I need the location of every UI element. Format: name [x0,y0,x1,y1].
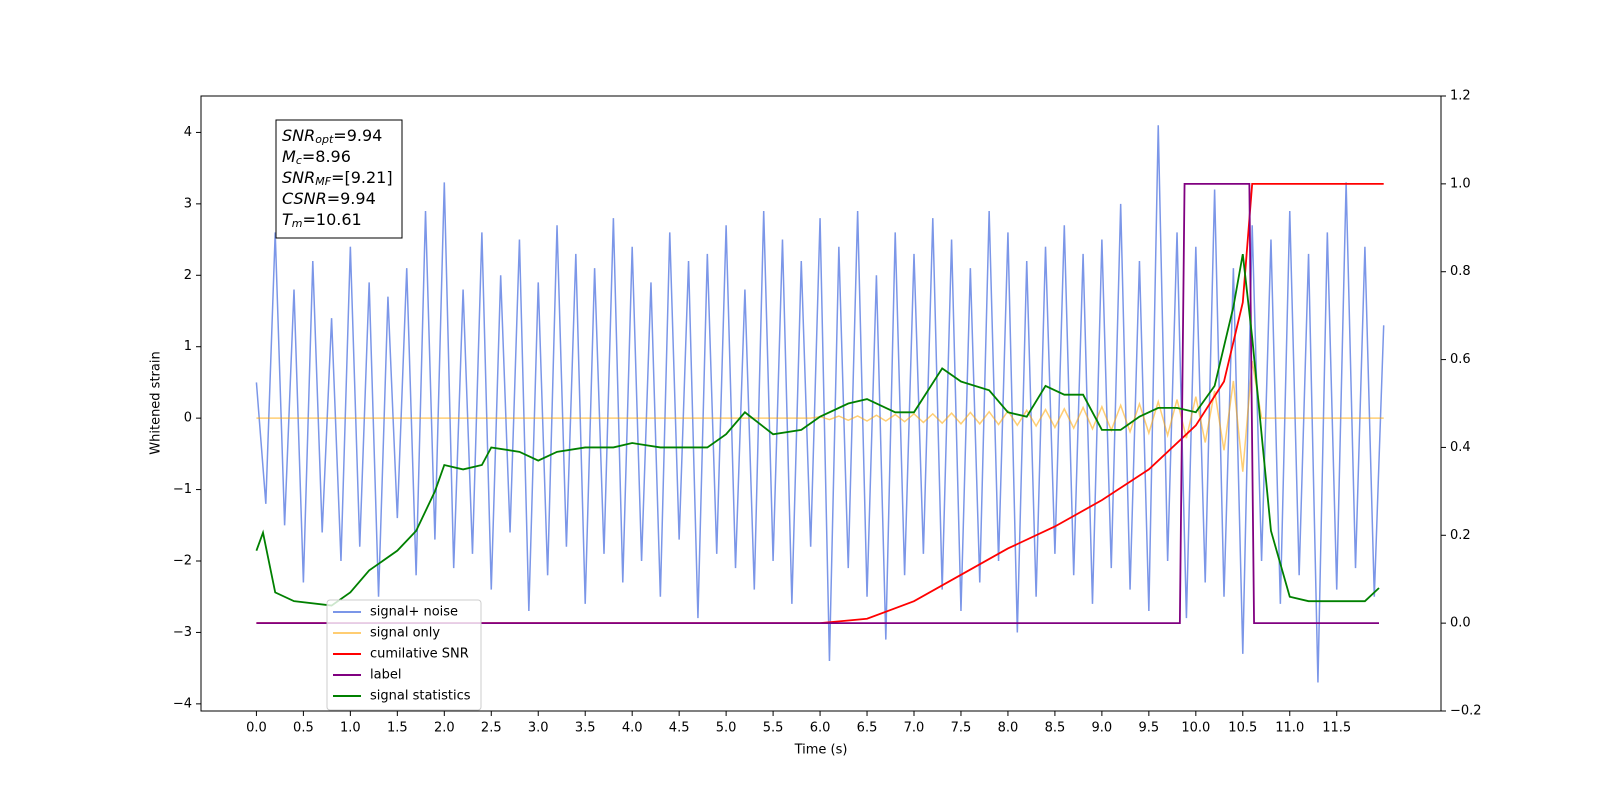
annotation-subscript: MF [315,175,331,188]
annotation: SNRopt=9.94 [282,126,382,147]
x-tick-label: 3.0 [528,721,549,736]
x-tick-label: 9.0 [1092,721,1113,736]
annotation-subscript: c [296,154,302,167]
y2-tick-label: 0.8 [1450,264,1471,279]
x-tick-label: 7.0 [904,721,925,736]
y-tick-label: 1 [184,339,192,354]
x-tick-label: 2.0 [434,721,455,736]
y2-tick-label: 0.4 [1450,440,1471,455]
y2-tick-label: −0.2 [1450,704,1482,719]
annotation-symbol: CSNR [282,189,327,208]
x-tick-label: 1.5 [387,721,408,736]
x-tick-label: 0.0 [246,721,267,736]
legend-label: signal only [370,626,440,641]
x-tick-label: 11.0 [1275,721,1304,736]
annotation: SNRMF=[9.21] [282,168,393,189]
annotation-symbol: T [282,210,293,229]
x-tick-label: 10.0 [1181,721,1210,736]
x-tick-label: 9.5 [1139,721,1160,736]
x-tick-label: 1.0 [340,721,361,736]
x-tick-label: 2.5 [481,721,502,736]
series-line [256,182,1379,625]
x-tick-label: 3.5 [575,721,596,736]
y-tick-label: 0 [184,411,192,426]
annotation-text: =[9.21] [331,168,393,187]
x-tick-label: 8.5 [1045,721,1066,736]
x-tick-label: 8.0 [998,721,1019,736]
x-axis-label: Time (s) [794,743,848,758]
x-tick-label: 4.0 [622,721,643,736]
annotation-text: =8.96 [302,147,351,166]
annotation-text: =9.94 [333,126,382,145]
legend-label: signal statistics [370,689,471,704]
legend-label: cumilative SNR [370,647,469,662]
annotation-text: =9.94 [327,189,376,208]
series-line [255,125,1385,683]
plot-frame [200,95,1442,712]
x-tick-label: 6.5 [857,721,878,736]
annotation: Mc=8.96 [282,147,351,168]
x-tick-label: 4.5 [669,721,690,736]
annotation-symbol: SNR [282,126,315,145]
x-tick-label: 11.5 [1322,721,1351,736]
y-tick-label: −1 [173,482,192,497]
annotation: CSNR=9.94 [282,189,376,208]
y-tick-label: 3 [184,196,192,211]
y2-tick-label: 0.6 [1450,352,1471,367]
annotation-symbol: SNR [282,168,315,187]
series-line [256,182,1384,625]
annotation-subscript: m [292,217,303,230]
annotation-symbol: M [282,147,296,166]
y2-tick-label: 0.2 [1450,528,1471,543]
legend-label: signal+ noise [370,605,458,620]
x-tick-label: 7.5 [951,721,972,736]
y-tick-label: 2 [184,268,192,283]
y-tick-label: −2 [173,554,192,569]
x-tick-label: 0.5 [293,721,314,736]
x-tick-label: 6.0 [810,721,831,736]
legend-box [326,599,482,711]
annotation-subscript: opt [315,133,334,146]
x-tick-label: 10.5 [1228,721,1257,736]
y-tick-label: −3 [173,625,192,640]
series-line [255,253,1380,607]
y2-tick-label: 1.0 [1450,176,1471,191]
annotation-text: =10.61 [303,210,362,229]
x-tick-label: 5.5 [763,721,784,736]
y-tick-label: −4 [173,696,192,711]
x-tick-label: 5.0 [716,721,737,736]
annotation: Tm=10.61 [282,210,362,231]
y-axis-label: Whitened strain [149,351,164,454]
annotation-box [275,119,403,239]
legend-label: label [370,668,401,683]
y2-tick-label: 0.0 [1450,616,1471,631]
y2-tick-label: 1.2 [1450,89,1471,104]
y-tick-label: 4 [184,125,192,140]
